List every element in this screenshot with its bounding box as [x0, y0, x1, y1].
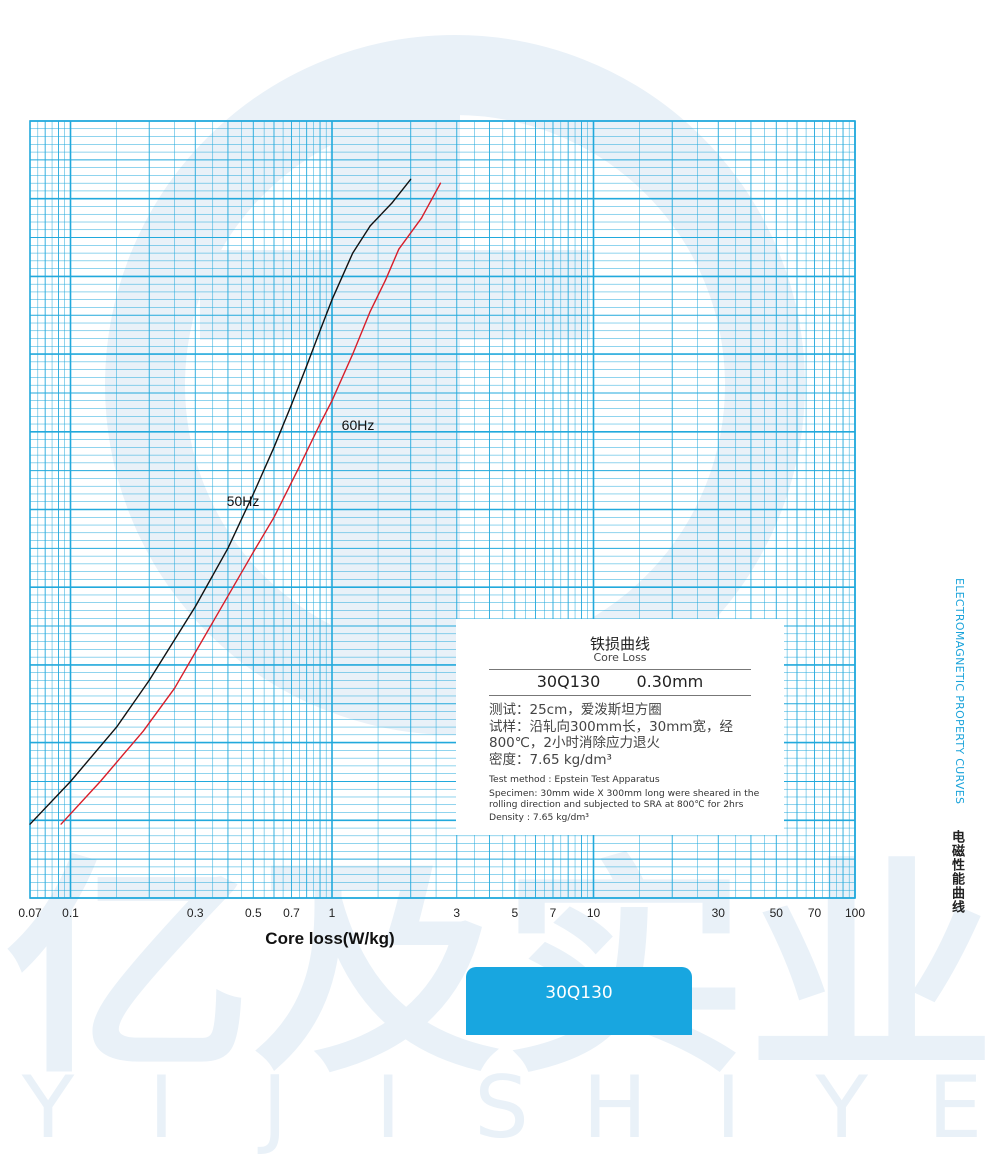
x-tick-label: 10	[587, 906, 601, 920]
series-point	[369, 310, 371, 312]
x-tick-label: 0.07	[18, 906, 42, 920]
series-point	[252, 493, 254, 495]
series-point	[273, 446, 275, 448]
series-point	[290, 404, 293, 406]
x-tick-label: 7	[550, 906, 557, 920]
x-tick-label: 5	[511, 906, 518, 920]
legend-info-box: 铁损曲线 Core Loss 30Q130 0.30mm 测试：25cm，爱泼斯…	[456, 619, 784, 835]
watermark-bar	[330, 60, 460, 680]
series-point	[420, 217, 423, 219]
series-point	[252, 551, 254, 553]
info-cn-line: 800℃，2小时消除应力退火	[489, 735, 661, 751]
x-tick-label: 0.3	[187, 906, 204, 920]
watermark-letter: J	[257, 1058, 287, 1156]
watermark-letter: I	[149, 1058, 174, 1156]
series-point	[69, 780, 72, 783]
info-en-line: rolling direction and subjected to SRA a…	[489, 799, 744, 810]
info-cn-line: 试样：沿轧向300mm长，30mm宽，经	[489, 719, 734, 735]
x-tick-label: 50	[770, 906, 784, 920]
x-tick-label: 70	[808, 906, 822, 920]
series-point	[410, 178, 412, 180]
series-point	[212, 621, 214, 623]
info-grade-row: 30Q130 0.30mm	[456, 672, 784, 691]
watermark-letter: Y	[21, 1058, 75, 1156]
series-line-60Hz	[60, 182, 442, 825]
plot-border	[29, 120, 856, 899]
series-point	[29, 823, 31, 825]
x-axis-ticks: 0.07 0.1 0.3 0.5 0.7 1 3 5 7 10 30 50 70 100	[18, 906, 865, 920]
x-tick-label: 100	[845, 906, 865, 920]
series-line-50Hz	[29, 178, 412, 825]
info-grade: 30Q130	[536, 672, 601, 691]
series-point	[352, 353, 354, 355]
x-tick-label: 0.1	[62, 906, 79, 920]
x-axis-label: Core loss(W/kg)	[265, 929, 394, 948]
info-en-line: Density : 7.65 kg/dm³	[489, 812, 589, 823]
series-label-60hz: 60Hz	[342, 417, 375, 433]
watermark-letter: S	[474, 1058, 529, 1156]
info-en-line: Specimen: 30mm wide X 300mm long were sh…	[489, 788, 760, 799]
series-point	[331, 299, 333, 301]
watermark-letter: Y	[814, 1058, 868, 1156]
series-label-50hz: 50Hz	[227, 493, 260, 509]
x-tick-label: 30	[712, 906, 726, 920]
series-point	[398, 248, 400, 250]
series-point	[319, 423, 321, 425]
series-point	[148, 679, 150, 682]
series-point	[142, 730, 144, 732]
watermark-letter: H	[583, 1058, 648, 1156]
grade-tab[interactable]: 30Q130	[466, 967, 692, 1035]
series-point	[227, 547, 229, 549]
x-tick-label: 0.7	[283, 906, 300, 920]
x-tick-label: 1	[329, 906, 336, 920]
watermark-letter: E	[928, 1058, 982, 1156]
series-point	[99, 780, 101, 783]
series-point	[352, 252, 354, 254]
info-en-line: Test method : Epstein Test Apparatus	[489, 774, 660, 785]
side-title-en: ELECTROMAGNETIC PROPERTY CURVES	[953, 578, 966, 805]
info-divider	[489, 669, 751, 670]
series-point	[369, 225, 371, 227]
series-point	[60, 823, 62, 825]
series-group	[29, 178, 442, 825]
series-point	[306, 365, 308, 367]
info-cn-line: 测试：25cm，爱泼斯坦方圈	[489, 702, 662, 718]
series-point	[273, 516, 275, 518]
info-cn-line: 密度：7.65 kg/dm³	[489, 752, 612, 768]
series-point	[439, 182, 442, 184]
series-point	[173, 687, 176, 689]
info-title-cn: 铁损曲线	[589, 635, 650, 653]
watermark-letter: I	[716, 1058, 741, 1156]
x-tick-label: 3	[453, 906, 460, 920]
series-point	[194, 606, 196, 608]
series-point	[115, 726, 118, 728]
series-point	[384, 279, 386, 281]
watermark-letter: I	[375, 1058, 400, 1156]
series-point	[319, 330, 321, 332]
series-point	[391, 201, 393, 204]
series-point	[298, 466, 300, 468]
info-title-en: Core Loss	[593, 651, 647, 664]
info-thickness: 0.30mm	[636, 672, 704, 691]
x-tick-label: 0.5	[245, 906, 262, 920]
info-divider	[489, 695, 751, 696]
series-point	[331, 400, 333, 402]
side-title-cn: 电磁性能曲线	[949, 830, 964, 914]
watermark-bar	[200, 250, 590, 340]
